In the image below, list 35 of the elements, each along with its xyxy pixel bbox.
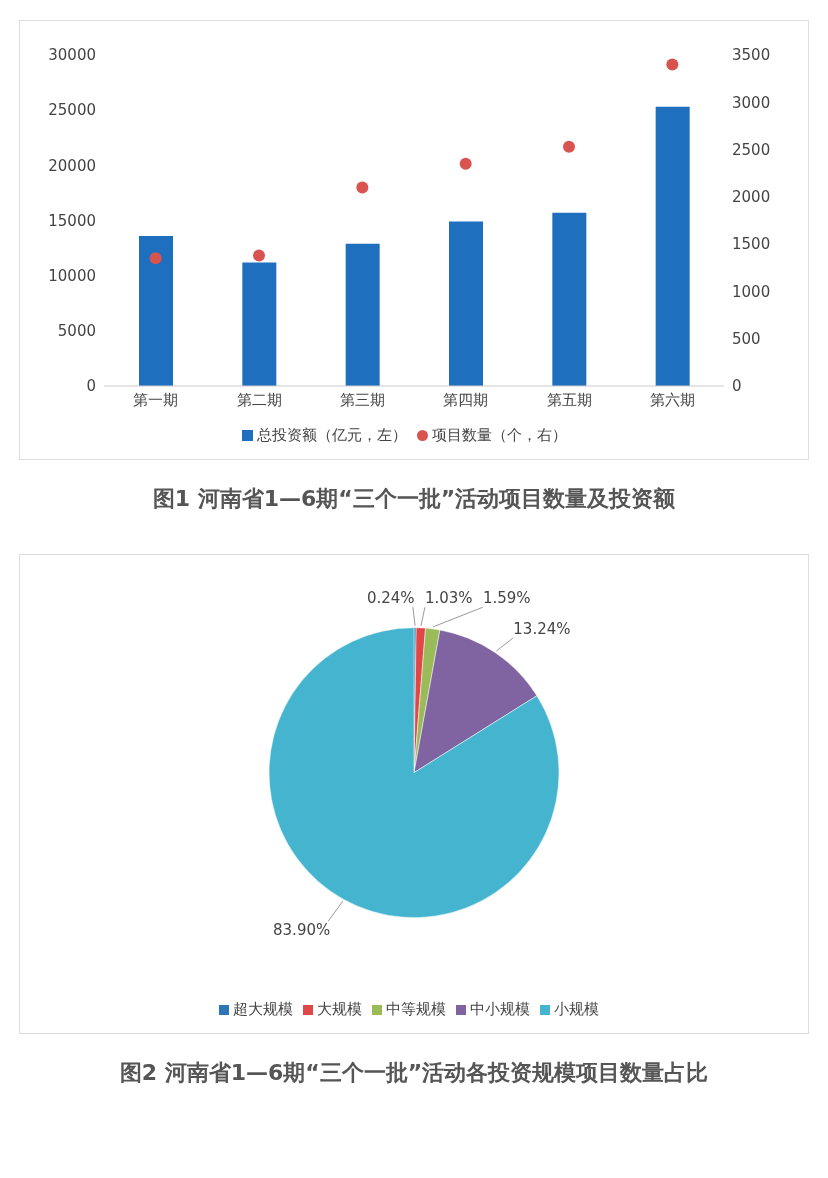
x-tick-label: 第六期 — [649, 390, 695, 409]
text: 图1 河南省1—6期“三个一批”活动项目数量及投资额 — [152, 485, 676, 513]
y2-tick-label: 2500 — [732, 140, 771, 159]
y-tick-label: 20000 — [48, 156, 96, 175]
x-tick-label: 第四期 — [443, 390, 489, 409]
y2-tick-label: 2000 — [732, 188, 771, 207]
legend-label: 小规模 — [554, 1000, 599, 1018]
legend-label: 中等规模 — [386, 1000, 446, 1018]
y2-tick-label: 3500 — [732, 46, 771, 65]
data-label: 0.24% — [366, 589, 415, 608]
x-tick-label: 第一期 — [133, 390, 179, 409]
y-tick-label: 0 — [86, 377, 96, 396]
y2-tick-label: 1000 — [732, 282, 771, 301]
text: 图2 河南省1—6期“三个一批”活动各投资规模项目数量占比 — [119, 1059, 709, 1087]
y-tick-label: 10000 — [48, 266, 96, 285]
y-tick-label: 15000 — [48, 211, 96, 230]
data-label: 1.03% — [424, 589, 473, 608]
y2-tick-label: 500 — [732, 330, 761, 349]
y2-tick-label: 3000 — [732, 93, 771, 112]
y2-tick-label: 0 — [732, 377, 742, 396]
y-tick-label: 5000 — [57, 322, 96, 341]
y-tick-label: 30000 — [48, 46, 96, 65]
data-label: 1.59% — [482, 589, 531, 608]
data-label: 83.90% — [273, 921, 331, 940]
x-tick-label: 第二期 — [236, 390, 282, 409]
y-tick-label: 25000 — [48, 101, 96, 120]
legend-label: 项目数量（个，右） — [431, 426, 567, 444]
data-label: 13.24% — [513, 619, 571, 638]
y2-tick-label: 1500 — [732, 235, 771, 254]
legend-label: 大规模 — [317, 1000, 362, 1018]
legend-label: 中小规模 — [470, 1000, 530, 1018]
legend-label: 总投资额（亿元，左） — [256, 426, 407, 444]
x-tick-label: 第五期 — [546, 390, 592, 409]
x-tick-label: 第三期 — [339, 390, 385, 409]
legend-label: 超大规模 — [233, 1000, 293, 1018]
